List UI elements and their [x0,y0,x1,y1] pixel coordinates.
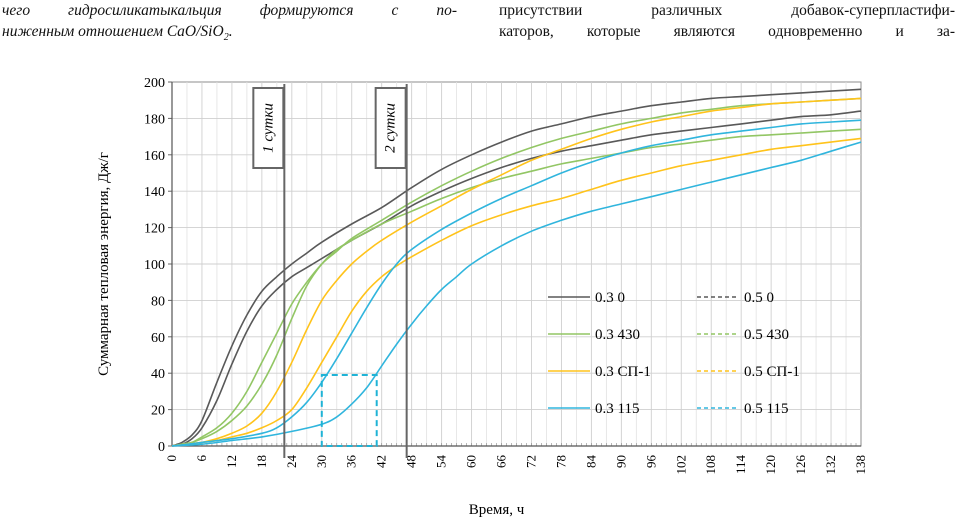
x-tick-label: 90 [613,455,628,468]
series-line-2 [171,88,862,447]
x-tick-label: 42 [374,455,389,468]
y-tick-label: 120 [144,222,165,237]
y-axis-title: Суммарная тепловая энергия, Дж/г [96,152,112,376]
series-line-1 [171,110,862,447]
y-tick-label: 160 [144,149,165,164]
legend-label-2: 0.5 0 [744,290,774,306]
day-marker-label-1: 1 сутки [260,103,276,153]
day-marker-box-1 [252,87,285,169]
x-tick-label: 108 [703,455,718,475]
right-text-column: присутствии различных добавок-суперпласт… [499,0,955,42]
x-tick-label: 12 [224,455,239,468]
x-tick-label: 132 [823,455,838,475]
right-text-line-2: каторов, которые являются одновременно и… [499,23,955,40]
series-line-6 [171,97,862,447]
left-text-line-2-end: . [228,23,233,40]
left-text-line-2-main: ниженным отношением CaO/SiO [2,23,224,40]
y-tick-label: 20 [151,404,165,419]
series-line-8 [171,119,862,447]
y-tick-label: 60 [151,331,165,346]
x-tick-label: 72 [523,455,538,468]
legend-label-5: 0.3 СП-1 [595,364,651,380]
left-text-line-1: чего гидросиликатыкальция формируются с … [2,2,457,19]
legend-label-7: 0.3 115 [595,401,639,417]
x-tick-label: 6 [194,455,209,462]
day-marker-label-2: 2 сутки [383,103,399,153]
x-axis-title: Время, ч [469,502,525,518]
x-tick-label: 0 [164,455,179,462]
day-marker-box-2 [374,87,407,169]
y-tick-label: 180 [144,112,165,127]
x-tick-label: 36 [344,455,359,469]
x-tick-label: 96 [643,455,658,469]
y-tick-label: 0 [158,440,165,455]
legend: 0.3 0 0.5 0 0.3 430 0.5 430 0.3 СП-1 0.5 СП-1… [548,290,800,417]
y-tick-label: 140 [144,185,165,200]
x-tick-label: 18 [254,455,269,468]
legend-label-1: 0.3 0 [595,290,625,306]
x-tick-label: 30 [314,455,329,468]
legend-label-8: 0.5 115 [744,401,788,417]
legend-label-3: 0.3 430 [595,327,640,343]
y-tick-label: 200 [144,76,165,91]
x-tick-label: 120 [763,455,778,475]
x-tick-label: 78 [553,455,568,468]
series-line-5 [171,137,862,447]
x-tick-label: 60 [464,455,479,468]
x-tick-label: 114 [733,455,748,475]
left-text-line-2: ниженным отношением CaO/SiO2. [2,21,457,48]
x-tick-label: 138 [853,455,868,475]
x-tick-label: 66 [494,455,509,469]
y-tick-label: 100 [144,258,165,273]
x-tick-label: 48 [404,455,419,468]
x-tick-label: 126 [793,455,808,475]
x-tick-label: 84 [583,455,598,469]
legend-label-6: 0.5 СП-1 [744,364,800,380]
subscript-2: 2 [223,32,229,44]
y-tick-label: 80 [151,294,165,309]
x-tick-label: 102 [673,455,688,475]
series-line-7 [171,141,862,447]
dashed-highlight-box [320,374,378,447]
left-text-column: чего гидросиликатыкальция формируются с … [2,0,457,48]
x-tick-label: 24 [284,455,299,469]
series-line-4 [171,97,862,447]
y-tick-label: 40 [151,367,165,382]
x-tick-label: 54 [434,455,449,469]
right-text-line-1: присутствии различных добавок-суперпласт… [499,2,955,19]
legend-label-4: 0.5 430 [744,327,789,343]
series-line-3 [171,128,862,447]
